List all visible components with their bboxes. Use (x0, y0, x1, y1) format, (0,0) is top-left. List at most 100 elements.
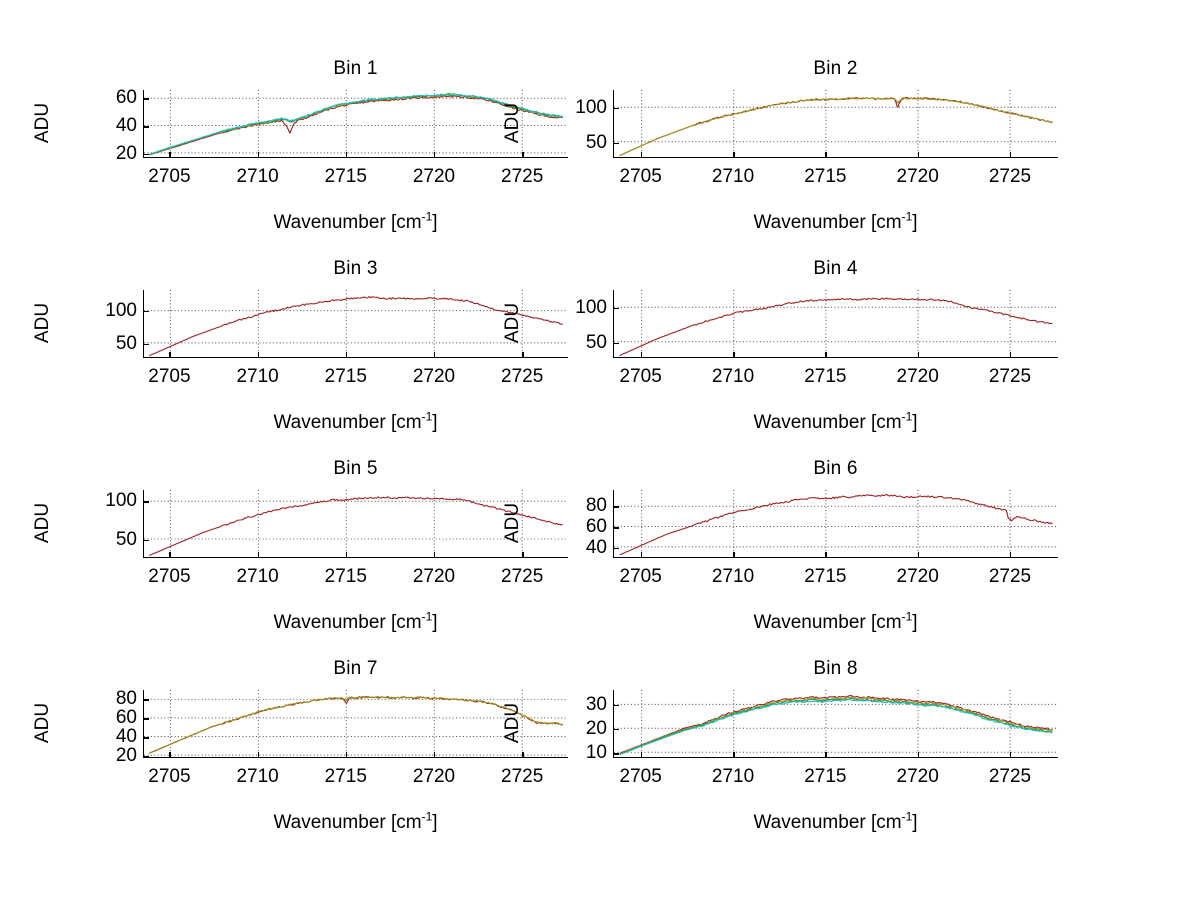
x-tickmark (345, 152, 348, 158)
y-tickmark (143, 98, 149, 100)
traces-7 (144, 690, 568, 757)
y-tick-label: 40 (115, 726, 137, 748)
x-axis-label-7: Wavenumber [cm-1] (143, 809, 568, 834)
y-tick-label: 80 (115, 688, 137, 710)
x-tick-label: 2710 (711, 566, 755, 587)
x-tickmark (522, 352, 524, 358)
x-tick-label: 2715 (324, 566, 367, 587)
y-tickmark (143, 699, 149, 701)
x-tickmark (433, 752, 436, 758)
x-tick-label: 2725 (988, 766, 1032, 787)
x-axis-label-bracket: ] (432, 812, 438, 833)
plot-area-8 (613, 690, 1058, 758)
x-tick-label: 2720 (896, 566, 939, 587)
x-tick-label: 2705 (619, 166, 662, 187)
x-axis-label-bracket: ] (912, 412, 918, 433)
x-tick-label: 2720 (412, 366, 456, 387)
y-tickmark (613, 342, 619, 345)
trace-line (619, 493, 1053, 556)
x-axis-label-exponent: -1 (901, 809, 913, 824)
x-tick-label: 2705 (148, 766, 191, 787)
x-tickmark (640, 152, 643, 158)
x-tickmark (733, 352, 735, 358)
x-tick-label: 2725 (988, 166, 1032, 187)
x-tickmark (257, 152, 260, 158)
x-axis-label-bracket: ] (912, 812, 918, 833)
x-axis-label-text: Wavenumber [cm (273, 412, 422, 433)
y-tick-label: 60 (585, 516, 607, 538)
traces-2 (614, 90, 1058, 157)
y-tickmark (613, 307, 619, 310)
x-axis-label-bracket: ] (432, 212, 438, 233)
x-tick-label: 2710 (711, 366, 755, 387)
y-tickmark (613, 142, 619, 145)
y-tickmark (613, 753, 619, 755)
x-tickmark (169, 352, 171, 358)
x-tickmark (825, 352, 827, 358)
plot-area-4 (613, 290, 1058, 358)
y-tick-label: 60 (115, 87, 137, 109)
x-tickmark (522, 752, 524, 758)
trace-line (619, 698, 1053, 756)
x-axis-label-exponent: -1 (421, 809, 433, 824)
plot-area-5 (143, 490, 568, 558)
x-axis-label-2: Wavenumber [cm-1] (613, 209, 1058, 234)
y-tick-label: 50 (115, 528, 137, 550)
y-tickmark (613, 107, 619, 110)
panel-title-2: Bin 2 (813, 58, 858, 79)
x-tickmark (345, 752, 348, 758)
x-tickmark (917, 552, 920, 558)
x-axis-label-4: Wavenumber [cm-1] (613, 411, 1058, 434)
x-tickmark (1009, 152, 1012, 158)
trace-line (619, 297, 1053, 357)
trace-line (619, 697, 1053, 755)
x-tick-label: 2715 (804, 566, 847, 587)
x-tick-label: 2720 (412, 766, 456, 787)
x-tickmark (433, 552, 436, 558)
x-tickmark (169, 752, 171, 758)
y-tickmark (143, 539, 149, 542)
x-tickmark (733, 752, 735, 758)
trace-line (149, 295, 563, 357)
x-tickmark (917, 152, 920, 158)
x-tick-label: 2715 (804, 766, 847, 787)
x-tickmark (257, 552, 260, 558)
x-tickmark (825, 152, 827, 158)
y-tickmark (613, 547, 619, 550)
y-tickmark (613, 728, 619, 731)
x-tickmark (917, 352, 920, 358)
x-tickmark (917, 752, 920, 758)
x-tickmark (733, 152, 735, 158)
x-tick-label: 2715 (804, 366, 847, 387)
x-tickmark (433, 152, 436, 158)
x-tickmark (345, 352, 348, 358)
x-tick-label: 2710 (236, 166, 279, 187)
x-tick-label: 2725 (988, 366, 1032, 387)
x-tickmark (825, 752, 827, 758)
x-tick-label: 2720 (412, 166, 456, 187)
x-axis-label-5: Wavenumber [cm-1] (143, 609, 568, 634)
traces-4 (614, 290, 1058, 357)
x-axis-label-exponent: -1 (901, 209, 913, 224)
x-tick-label: 2725 (501, 366, 544, 387)
y-tickmark (613, 506, 619, 508)
y-tick-label: 100 (105, 299, 137, 321)
y-tick-label: 40 (585, 536, 607, 558)
x-tick-label: 2725 (501, 766, 544, 787)
y-tick-label: 20 (115, 745, 137, 767)
trace-line (619, 96, 1053, 157)
panel-title-6: Bin 6 (813, 458, 858, 479)
x-tickmark (1009, 352, 1012, 358)
y-tick-label: 60 (115, 707, 137, 729)
x-tick-label: 2715 (804, 166, 847, 187)
y-tick-label: 100 (575, 96, 607, 118)
x-axis-label-exponent: -1 (421, 609, 433, 624)
x-tickmark (345, 552, 348, 558)
y-tickmark (143, 343, 149, 346)
